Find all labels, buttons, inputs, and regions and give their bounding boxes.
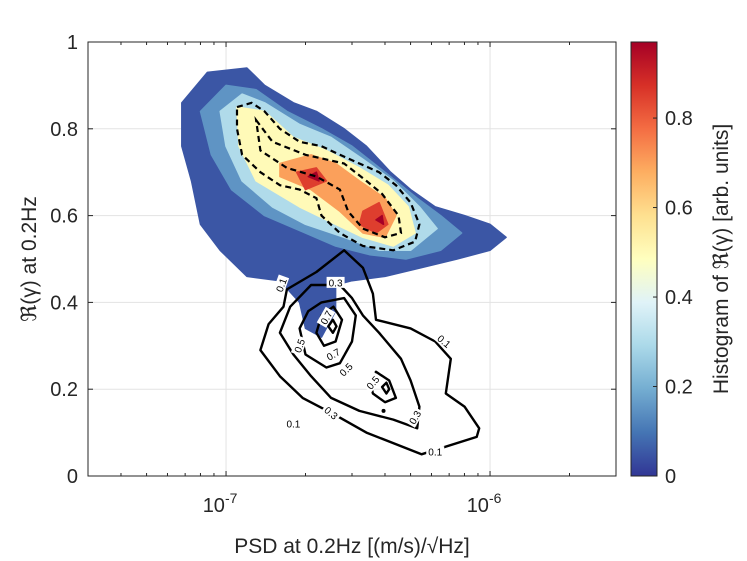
contour-label-bg: [426, 446, 445, 458]
y-tick-label: 0: [67, 466, 78, 488]
contour-label-bg: [326, 276, 345, 288]
y-tick-label: 0.4: [50, 292, 78, 314]
contour-label: 0.1: [286, 419, 300, 430]
colorbar-tick-label: 0.4: [665, 287, 693, 309]
contour-label-bg: [405, 406, 424, 428]
y-tick-label: 1: [67, 32, 78, 54]
histogram-region: [358, 201, 389, 234]
contour-label: 0.3: [329, 278, 343, 289]
colorbar-tick-label: 0.6: [665, 198, 693, 220]
y-tick-label: 0.8: [50, 119, 78, 141]
contour-label-bg: [362, 371, 383, 393]
contour-label-bg: [272, 274, 290, 296]
histogram-layer: [181, 67, 507, 338]
contour-label-bg: [335, 359, 357, 380]
contour-label-bg: [290, 335, 308, 356]
colorbar-ticks: 0 0.2 0.4 0.6 0.8: [653, 108, 693, 488]
contour-label: 0.1: [275, 277, 290, 294]
contour-label-bg: [320, 402, 342, 423]
solid-contour-line: [278, 283, 421, 430]
solid-contour-line: [315, 305, 344, 347]
y-tick-label: 0.2: [50, 379, 78, 401]
dashed-contour-line: [254, 116, 403, 239]
colorbar-title: Histogram of ℜ(γ) [arb. units]: [710, 124, 733, 394]
solid-contour-line: [298, 296, 357, 369]
x-axis-title: PSD at 0.2Hz [(m/s)/√Hz]: [234, 535, 470, 558]
dashed-contour-line: [235, 101, 421, 252]
histogram-region: [375, 214, 385, 226]
contour-label-bg: [322, 344, 344, 364]
colorbar: [630, 41, 658, 477]
y-tick-label: 0.6: [50, 206, 78, 228]
x-tick-exponent: -6: [489, 490, 502, 506]
x-tick-label: 10-6: [467, 490, 502, 517]
contour-label-bg: [316, 306, 336, 328]
solid-contour-line: [259, 249, 481, 456]
solid-contour-line: [327, 318, 338, 334]
colorbar-tick-label: 0.2: [665, 377, 693, 399]
solid-contour-line: [380, 381, 391, 395]
contour-label: 0.5: [293, 337, 308, 354]
x-tick-label: 10-7: [203, 490, 238, 517]
contour-dot: [381, 408, 386, 413]
colorbar-tick-label: 0: [665, 466, 676, 488]
y-axis-title: ℜ(γ) at 0.2Hz: [18, 196, 41, 322]
y-axis-ticks: 0 0.2 0.4 0.6 0.8 1: [50, 32, 616, 488]
x-tick-exponent: -7: [225, 490, 238, 506]
colorbar-tick-label: 0.8: [665, 108, 693, 130]
solid-contour-layer: 0.10.10.10.10.30.30.30.50.50.50.70.7: [259, 249, 481, 459]
contour-label-bg: [434, 331, 455, 352]
dashed-contour-layer: [235, 101, 421, 252]
contour-label: 0.1: [428, 448, 442, 459]
contour-label-bg: [284, 417, 303, 429]
